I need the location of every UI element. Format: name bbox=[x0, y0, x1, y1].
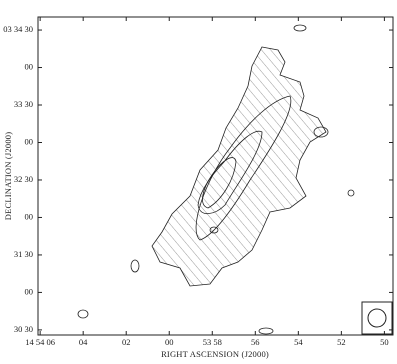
x-tick-label: 00 bbox=[165, 337, 174, 347]
x-axis-label: RIGHT ASCENSION (J2000) bbox=[161, 349, 269, 359]
y-tick-label: 33 30 bbox=[14, 99, 33, 109]
y-axis-label: DECLINATION (J2000) bbox=[3, 132, 13, 221]
x-tick-label: 50 bbox=[380, 337, 389, 347]
x-tick-label: 52 bbox=[337, 337, 346, 347]
y-tick-label: 31 30 bbox=[14, 249, 33, 259]
x-tick-label: 14 54 06 bbox=[25, 337, 55, 347]
x-tick-label: 53 58 bbox=[203, 337, 222, 347]
y-tick-label: 32 30 bbox=[14, 174, 33, 184]
y-tick-label: 00 bbox=[25, 136, 34, 146]
y-tick-label: 30 30 bbox=[14, 324, 33, 334]
y-tick-label: 00 bbox=[25, 211, 34, 221]
beam-box bbox=[362, 302, 392, 334]
y-tick-label: 00 bbox=[25, 286, 34, 296]
x-tick-label: 02 bbox=[122, 337, 131, 347]
x-tick-label: 04 bbox=[79, 337, 88, 347]
x-tick-label: 54 bbox=[294, 337, 303, 347]
y-tick-label: 00 bbox=[25, 61, 34, 71]
chart: RIGHT ASCENSION (J2000) DECLINATION (J20… bbox=[0, 0, 397, 364]
x-tick-label: 56 bbox=[251, 337, 260, 347]
y-tick-label: 03 34 30 bbox=[3, 24, 33, 34]
contours bbox=[78, 25, 354, 334]
